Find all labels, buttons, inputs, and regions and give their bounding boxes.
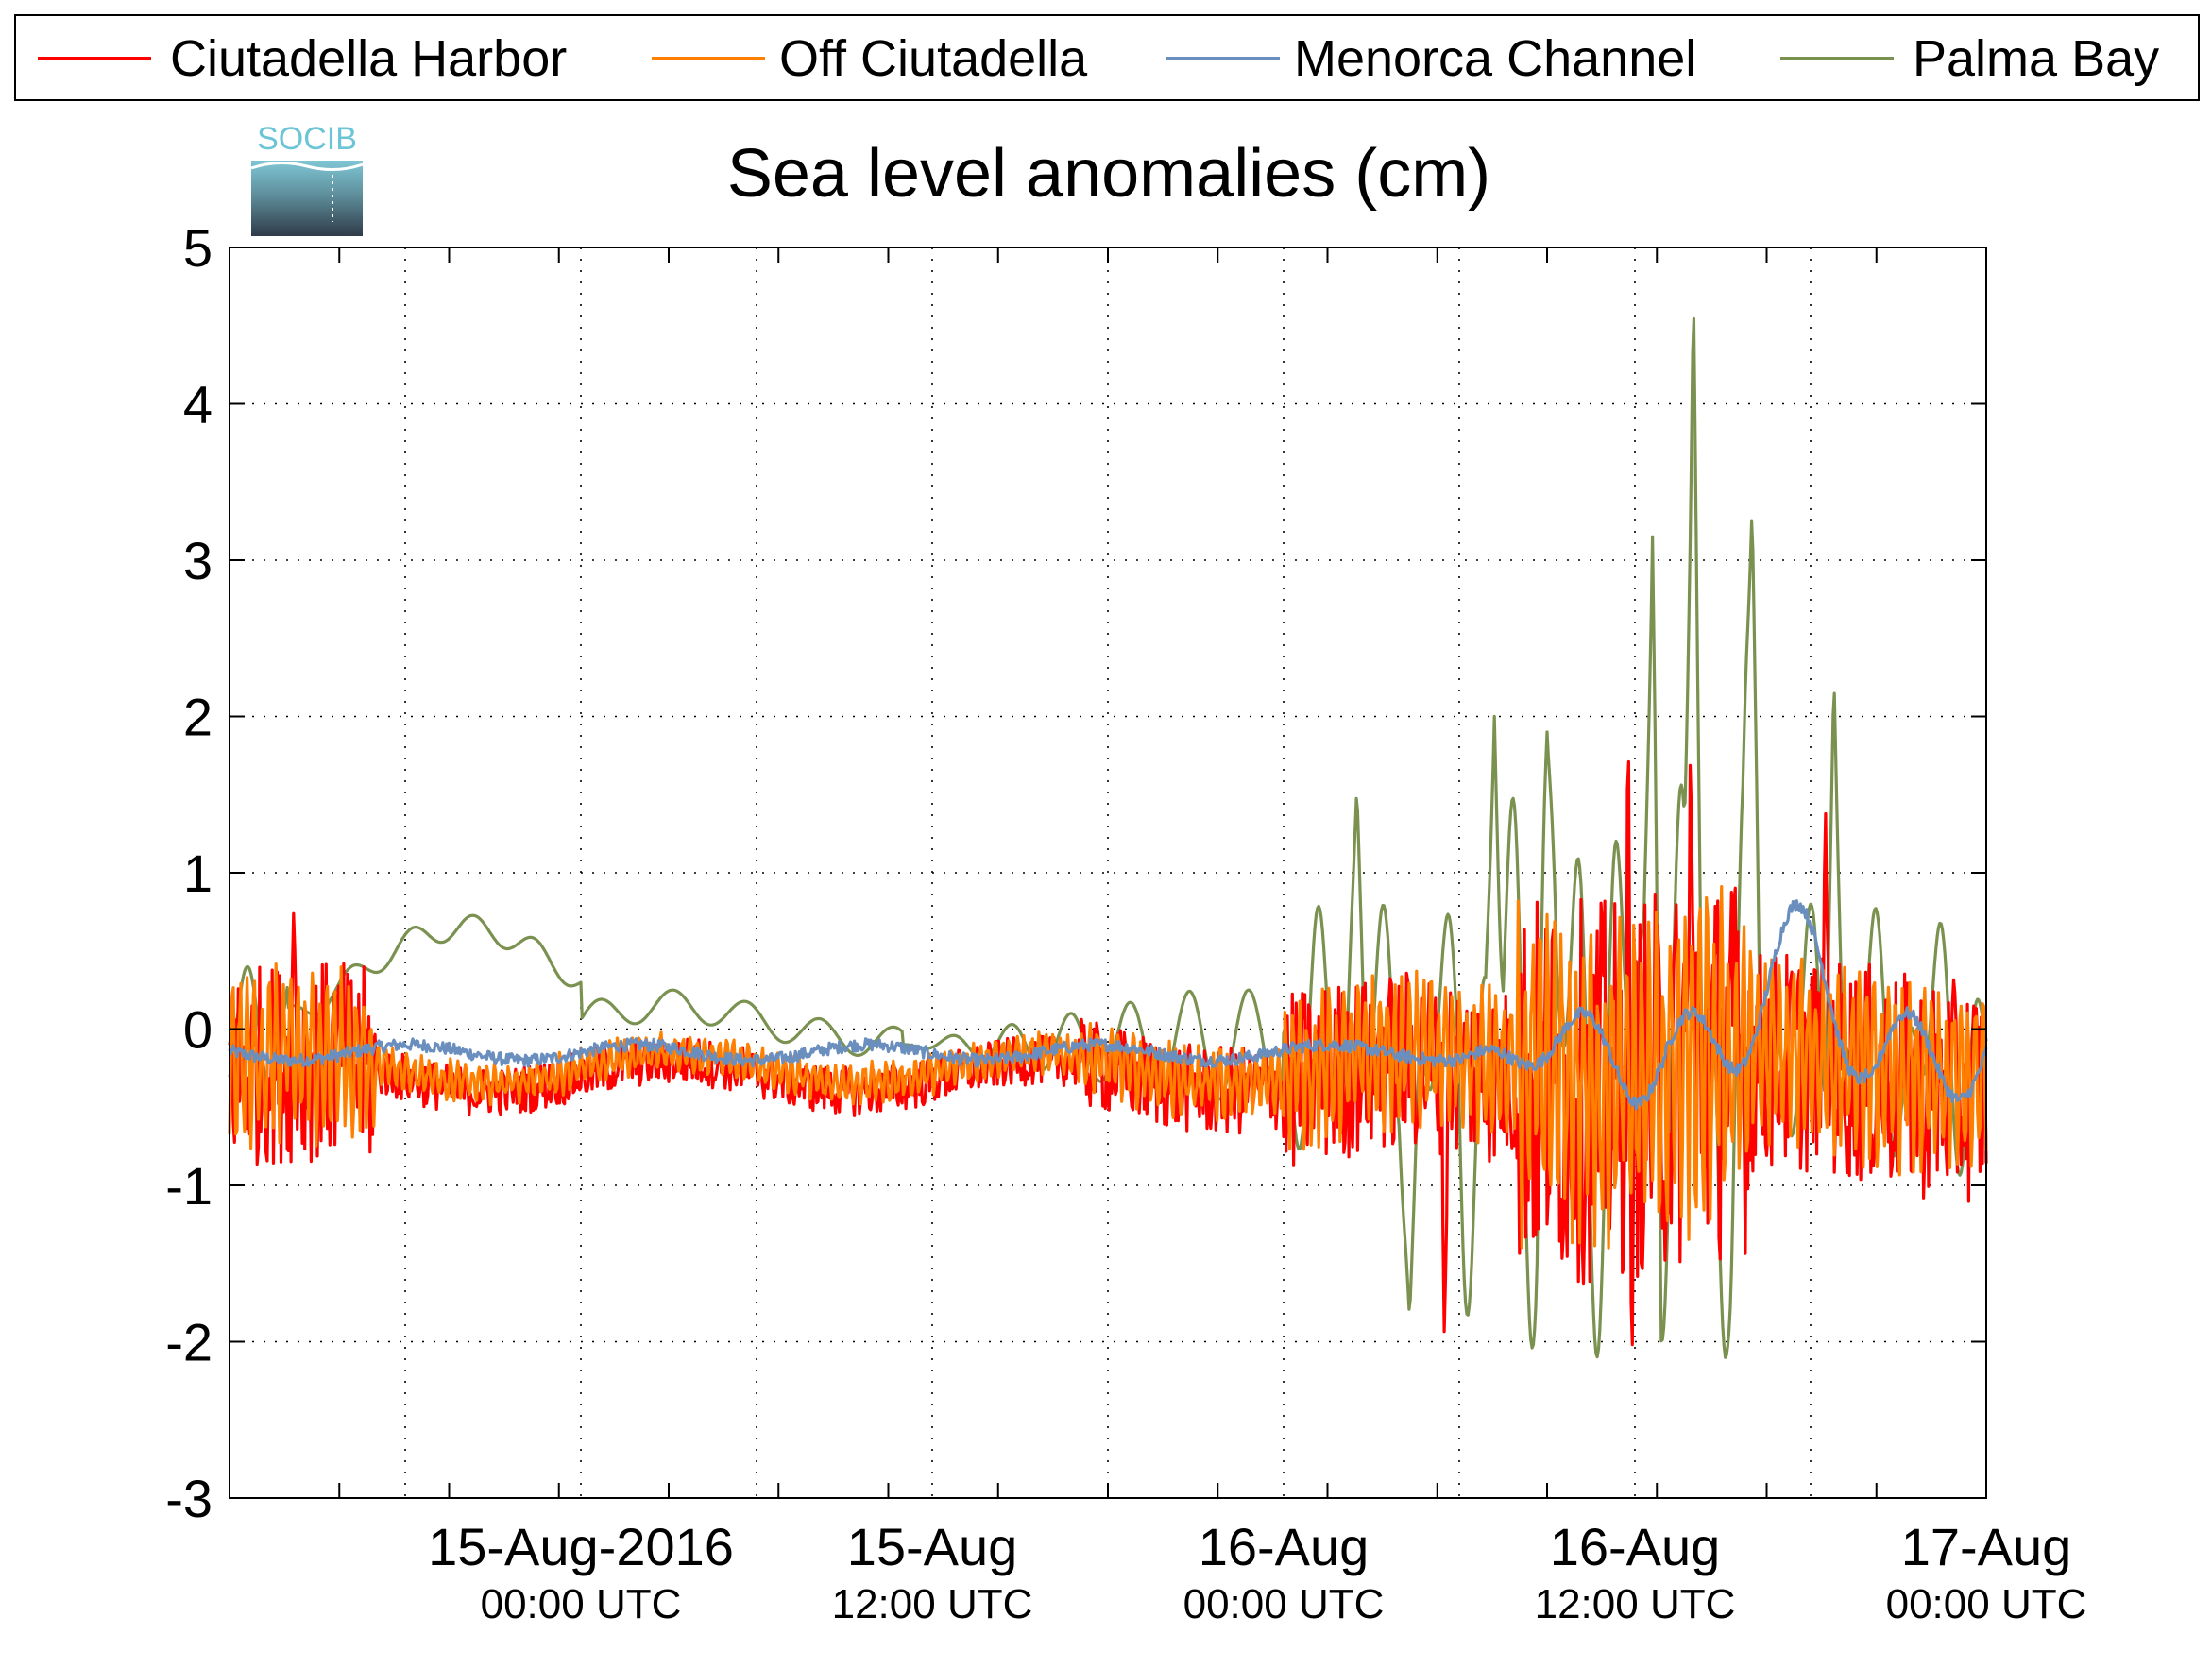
socib-logo: SOCIB <box>250 121 364 236</box>
y-tick-label: 3 <box>183 531 213 590</box>
chart-title: Sea level anomalies (cm) <box>727 136 1490 212</box>
ticks <box>229 247 1987 1499</box>
logo-wave <box>250 162 364 171</box>
x-tick-label-date: 15-Aug-2016 <box>428 1517 734 1576</box>
x-tick-label-time: 00:00 UTC <box>1183 1581 1385 1627</box>
y-tick-label: 2 <box>183 688 213 747</box>
x-tick-label-time: 00:00 UTC <box>481 1581 682 1627</box>
y-tick-label: -1 <box>165 1156 213 1216</box>
x-tick-label-date: 17-Aug <box>1901 1517 2072 1576</box>
x-tick-label-date: 16-Aug <box>1550 1517 1721 1576</box>
series-line-menorca-channel <box>228 899 1988 1111</box>
legend: Ciutadella Harbor Off Ciutadella Menorca… <box>14 14 2200 101</box>
x-tick-label-date: 15-Aug <box>847 1517 1018 1576</box>
legend-label-palma-bay: Palma Bay <box>1913 30 2159 87</box>
logo-text: SOCIB <box>257 121 357 157</box>
y-tick-label: -2 <box>165 1313 213 1372</box>
x-tick-label-time: 12:00 UTC <box>832 1581 1033 1627</box>
x-axis: 15-Aug-2016 00:00 UTC 15-Aug 12:00 UTC 16-Au… <box>428 1517 2086 1627</box>
y-axis: 5 4 3 2 1 0 -1 -2 -3 <box>165 218 213 1528</box>
legend-label-menorca-channel: Menorca Channel <box>1294 30 1696 87</box>
series-line-off-ciutadella <box>228 885 1988 1250</box>
y-tick-label: 1 <box>183 843 213 903</box>
x-tick-label-time: 12:00 UTC <box>1535 1581 1736 1627</box>
legend-label-off-ciutadella: Off Ciutadella <box>779 30 1088 87</box>
plot-border <box>229 247 1987 1499</box>
legend-label-ciutadella-harbor: Ciutadella Harbor <box>170 30 567 87</box>
series-layer <box>228 316 1988 1359</box>
logo-emblem <box>251 161 363 236</box>
y-tick-label: -3 <box>165 1469 213 1528</box>
y-tick-label: 0 <box>183 1000 213 1060</box>
y-tick-label: 5 <box>183 218 213 278</box>
plot-area <box>228 247 1988 1499</box>
x-tick-label-date: 16-Aug <box>1199 1517 1370 1576</box>
x-tick-label-time: 00:00 UTC <box>1886 1581 2087 1627</box>
y-tick-label: 4 <box>183 375 213 434</box>
